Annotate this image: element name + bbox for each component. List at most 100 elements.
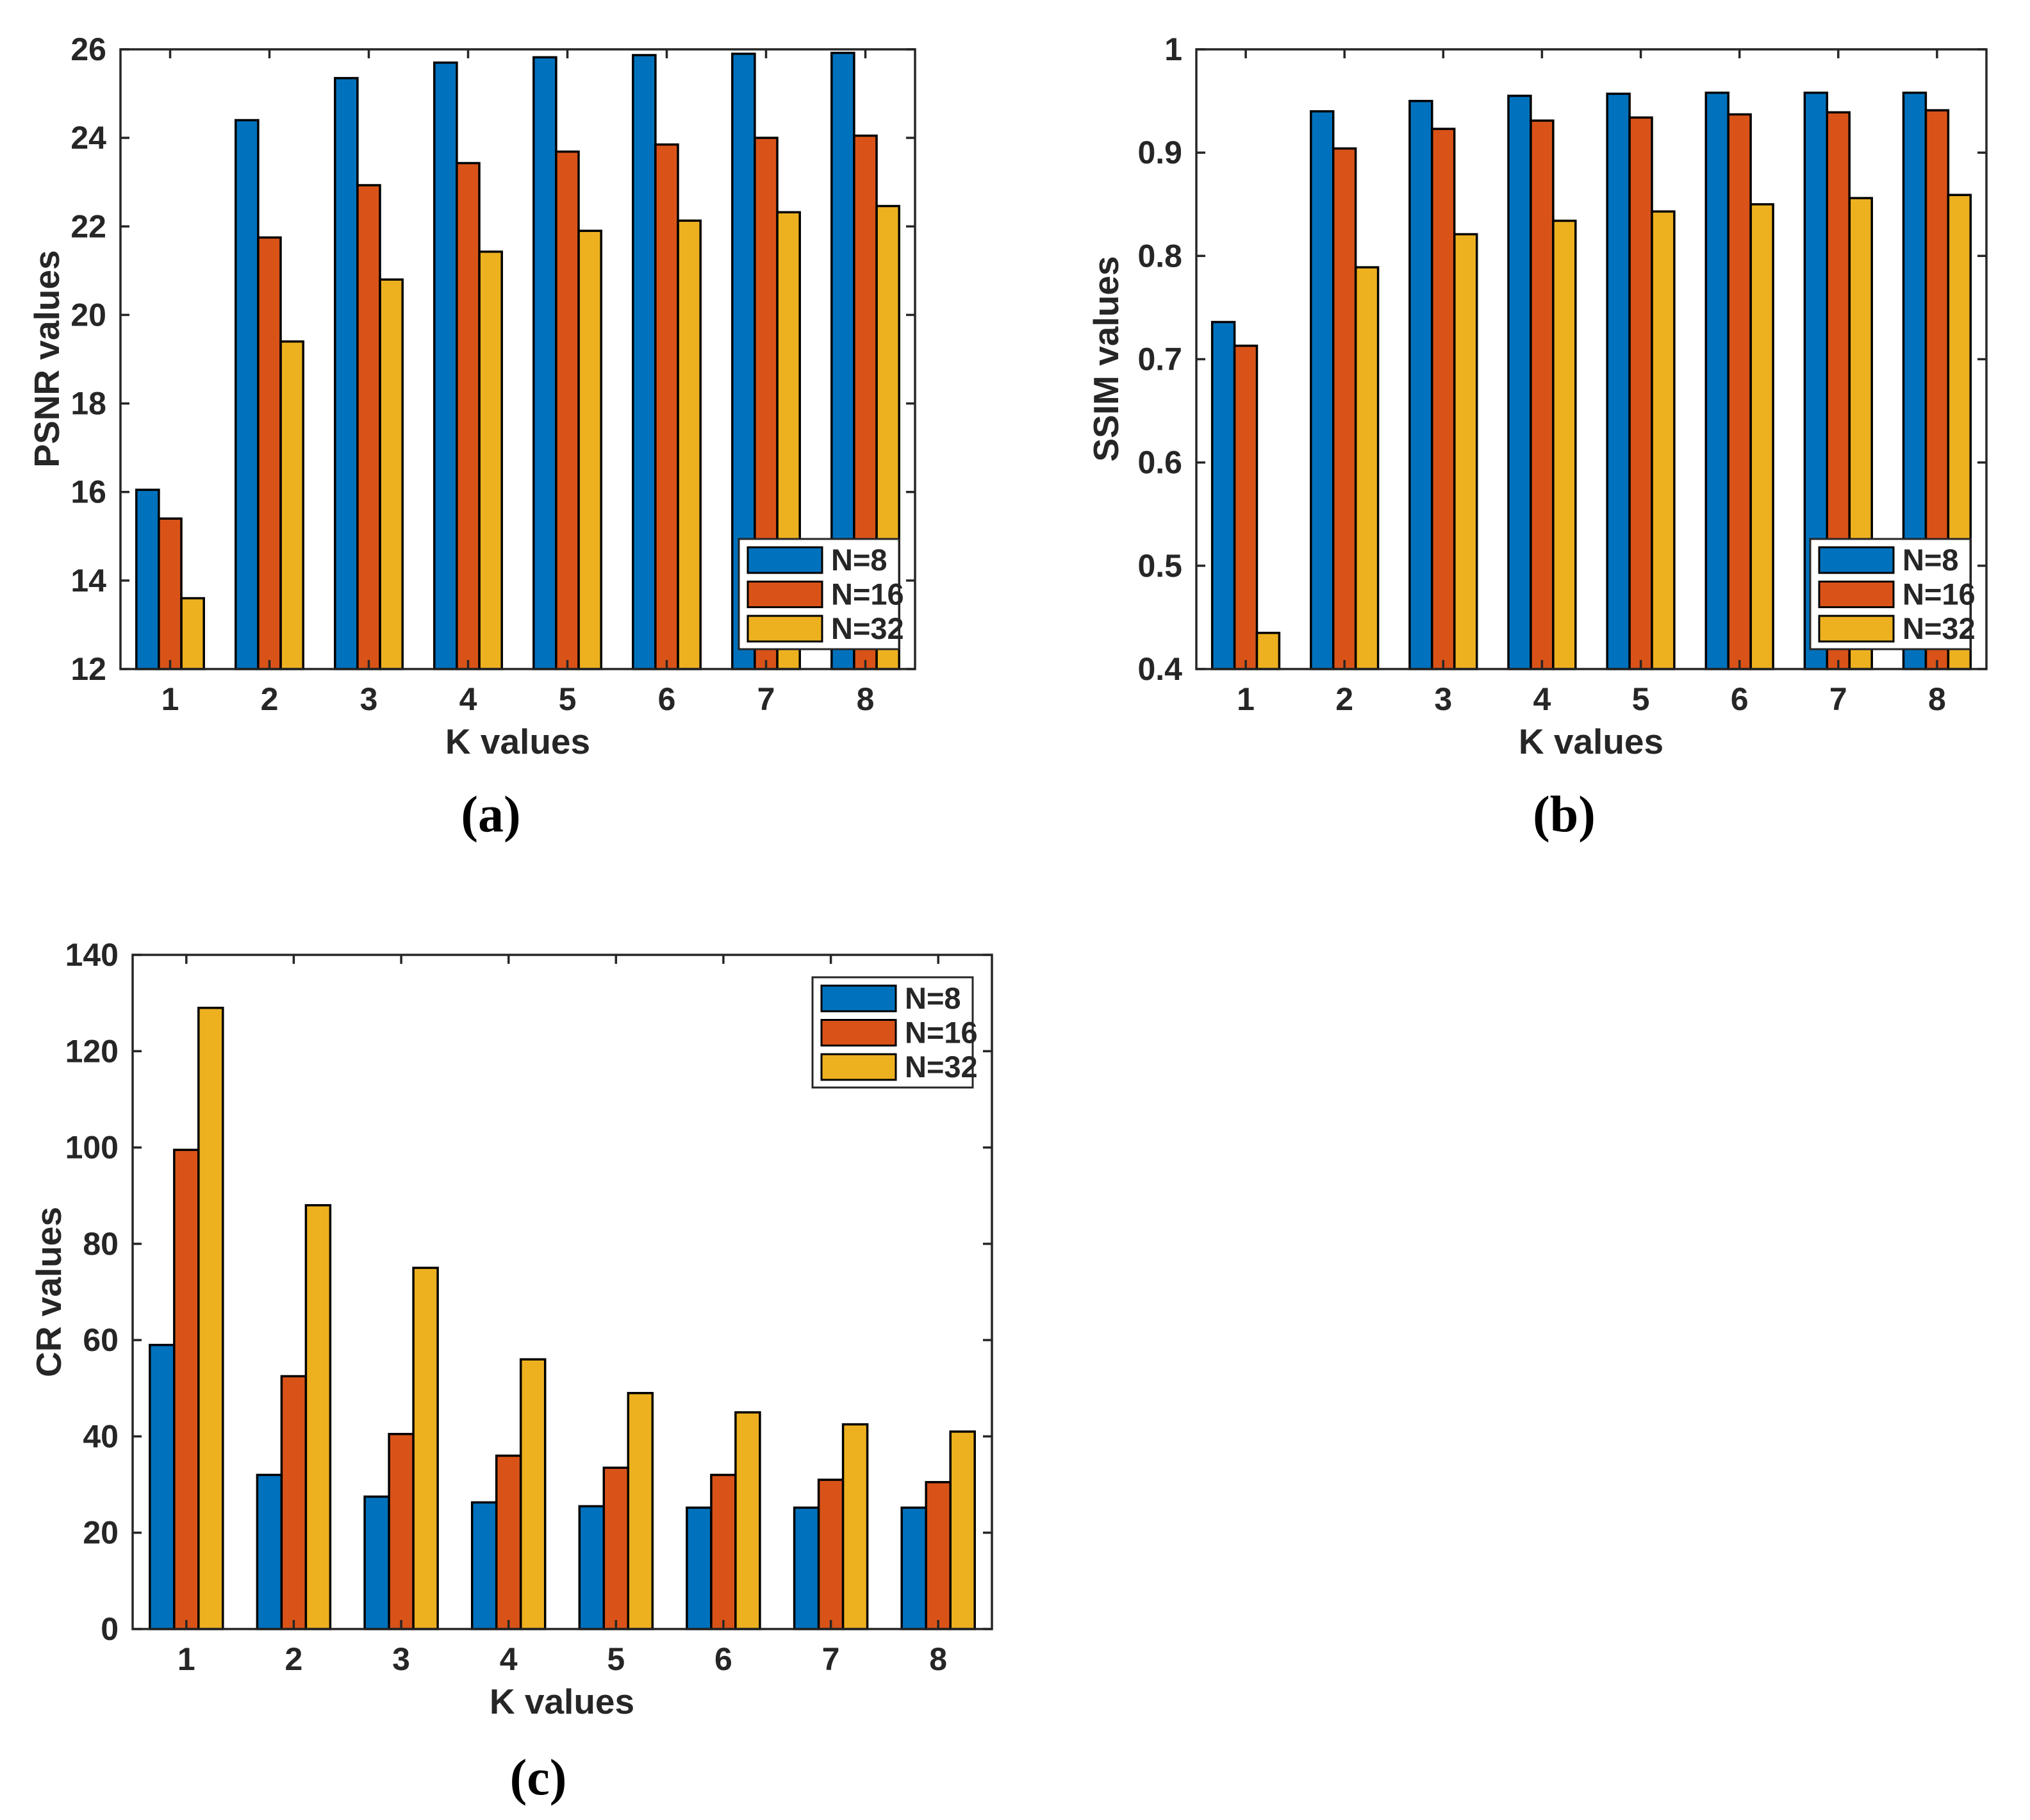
legend-swatch-N=32 xyxy=(1818,615,1895,643)
bar xyxy=(495,1454,522,1630)
svg-text:5: 5 xyxy=(607,1641,625,1677)
y-axis-label: PSNR values xyxy=(27,250,67,467)
bars xyxy=(149,1006,976,1630)
bar xyxy=(456,161,481,670)
bar xyxy=(412,1266,439,1630)
plot-box xyxy=(119,48,916,670)
svg-text:24: 24 xyxy=(70,120,106,156)
ticks xyxy=(1196,48,1986,670)
bar xyxy=(1628,116,1653,670)
svg-text:1: 1 xyxy=(161,681,179,717)
bar xyxy=(388,1432,415,1630)
bar xyxy=(710,1473,737,1630)
plot-box xyxy=(131,954,993,1630)
legend-swatch-N=16 xyxy=(1818,581,1895,608)
legend-swatch-N=32 xyxy=(747,615,823,643)
bar xyxy=(1354,266,1380,670)
bar xyxy=(817,1478,845,1630)
svg-text:2: 2 xyxy=(285,1641,303,1677)
legend-swatch-N=32 xyxy=(820,1053,897,1081)
svg-text:2: 2 xyxy=(1335,681,1353,717)
bar xyxy=(197,1006,224,1630)
bar xyxy=(1255,631,1281,670)
svg-text:26: 26 xyxy=(70,31,106,67)
bar-series-N=16 xyxy=(173,1148,952,1630)
bar xyxy=(602,1466,630,1630)
svg-text:7: 7 xyxy=(757,681,775,717)
bar xyxy=(841,1423,869,1630)
bar-series-N=32 xyxy=(1255,194,1972,670)
bar xyxy=(793,1506,820,1630)
ticks xyxy=(133,954,992,1630)
legend-label: N=16 xyxy=(1902,577,1976,611)
svg-text:60: 60 xyxy=(83,1322,119,1358)
svg-text:6: 6 xyxy=(714,1641,732,1677)
legend-swatch-N=8 xyxy=(1818,546,1895,574)
bars xyxy=(135,51,900,670)
svg-text:0.5: 0.5 xyxy=(1137,548,1182,584)
bar xyxy=(1408,99,1433,670)
bar xyxy=(1530,119,1555,670)
bar xyxy=(654,143,679,670)
legend: N=8N=16N=32 xyxy=(738,538,904,650)
legend: N=8N=16N=32 xyxy=(1809,538,1976,650)
bar xyxy=(1507,94,1532,670)
bar xyxy=(304,1204,332,1630)
bar xyxy=(356,184,381,670)
bar xyxy=(577,229,602,670)
svg-text:8: 8 xyxy=(857,681,875,717)
svg-text:20: 20 xyxy=(83,1515,119,1551)
bar xyxy=(1233,344,1258,670)
bar xyxy=(173,1148,200,1630)
bar xyxy=(578,1505,606,1630)
legend: N=8N=16N=32 xyxy=(811,976,978,1089)
bar xyxy=(1552,219,1577,670)
svg-text:7: 7 xyxy=(1829,681,1847,717)
subfigure-caption-a: (a) xyxy=(461,786,521,843)
x-axis-label: K values xyxy=(490,1682,634,1721)
bar xyxy=(734,1411,761,1630)
legend-label: N=32 xyxy=(831,611,904,645)
y-axis-label: SSIM values xyxy=(1086,256,1126,462)
bar xyxy=(1651,210,1676,670)
svg-text:2: 2 xyxy=(261,681,279,717)
subfigure-caption-b: (b) xyxy=(1533,786,1596,843)
legend-label: N=16 xyxy=(831,577,904,611)
svg-text:18: 18 xyxy=(70,386,106,422)
svg-text:16: 16 xyxy=(70,474,106,510)
bar xyxy=(280,1375,308,1630)
svg-text:4: 4 xyxy=(500,1641,518,1677)
svg-text:40: 40 xyxy=(83,1418,119,1454)
x-axis-label: K values xyxy=(445,722,590,761)
svg-text:14: 14 xyxy=(70,563,106,599)
bar xyxy=(925,1481,952,1630)
bar xyxy=(949,1430,976,1630)
svg-text:0.4: 0.4 xyxy=(1137,651,1182,687)
legend-swatch-N=8 xyxy=(820,984,897,1013)
bar xyxy=(1606,92,1631,670)
x-axis-label: K values xyxy=(1519,722,1663,761)
svg-text:0: 0 xyxy=(101,1611,119,1647)
bar xyxy=(379,278,404,670)
svg-text:1: 1 xyxy=(1164,31,1182,67)
bar xyxy=(1749,203,1774,670)
legend-label: N=8 xyxy=(831,543,887,577)
legend-label: N=32 xyxy=(1902,611,1976,645)
legend-label: N=32 xyxy=(905,1050,978,1084)
svg-text:4: 4 xyxy=(1533,681,1551,717)
svg-text:12: 12 xyxy=(70,651,106,687)
svg-text:3: 3 xyxy=(392,1641,410,1677)
bar xyxy=(279,340,304,670)
legend-swatch-N=16 xyxy=(820,1019,897,1046)
bar xyxy=(1727,113,1752,670)
svg-text:22: 22 xyxy=(70,208,106,244)
svg-text:8: 8 xyxy=(929,1641,947,1677)
svg-text:0.6: 0.6 xyxy=(1137,445,1182,481)
bar xyxy=(470,1501,498,1630)
bar xyxy=(478,250,503,670)
bar xyxy=(532,56,557,670)
bar xyxy=(334,77,359,670)
